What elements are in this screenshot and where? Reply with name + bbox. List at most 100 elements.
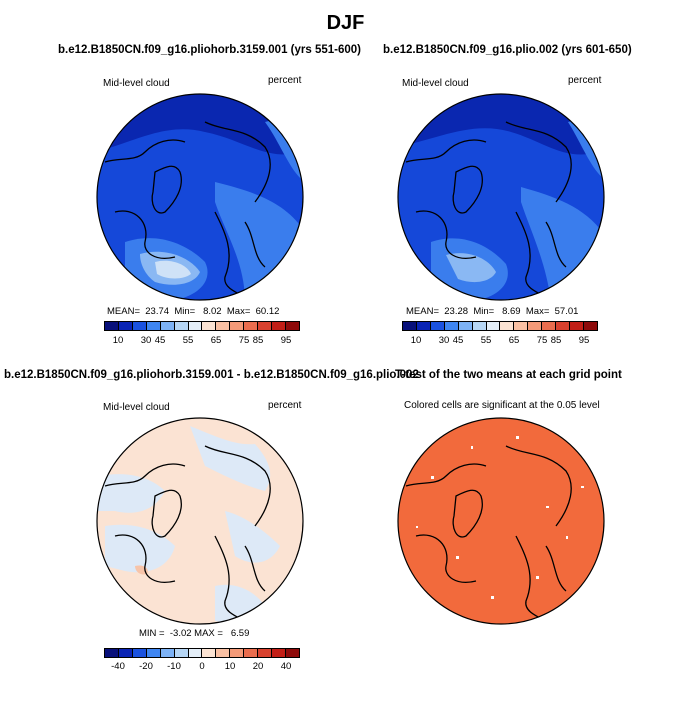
- colorbar-bottom-left-swatch: [160, 649, 175, 657]
- colorbar-bottom-left-swatch: [258, 649, 273, 657]
- colorbar-top-left-swatch: [174, 322, 189, 330]
- panel-bottom-left-title: b.e12.B1850CN.f09_g16.pliohorb.3159.001 …: [4, 369, 419, 381]
- map-top-right-coastlines: [405, 121, 572, 298]
- colorbar-bottom-left-swatch: [230, 649, 245, 657]
- map-bottom-right-coastlines: [405, 445, 572, 622]
- colorbar-top-left-tick-label: 65: [210, 335, 222, 346]
- colorbar-top-left-swatch: [118, 322, 133, 330]
- colorbar-bottom-left-tick-label: -20: [139, 661, 153, 672]
- colorbar-bottom-left-swatch: [244, 649, 259, 657]
- colorbar-top-left-tick-label: 10: [112, 335, 124, 346]
- colorbar-top-right-swatch: [430, 322, 445, 330]
- colorbar-bottom-left-tick-label: -40: [111, 661, 125, 672]
- panel-top-left-units: percent: [268, 75, 302, 86]
- map-top-left-coastlines: [104, 121, 271, 298]
- colorbar-top-left-swatch: [188, 322, 203, 330]
- map-bottom-right: [397, 417, 605, 625]
- colorbar-top-right-swatch: [542, 322, 557, 330]
- colorbar-top-left-swatch: [132, 322, 147, 330]
- panel-bottom-right-title: T-test of the two means at each grid poi…: [395, 369, 622, 381]
- colorbar-top-left-swatch: [244, 322, 259, 330]
- colorbar-top-left-swatch: [272, 322, 286, 330]
- colorbar-bottom-left-swatch: [216, 649, 231, 657]
- colorbar-bottom-left-swatch: [132, 649, 147, 657]
- panel-top-right-units: percent: [568, 75, 602, 86]
- colorbar-top-left-swatch: [202, 322, 217, 330]
- colorbar-bottom-left-swatch: [118, 649, 133, 657]
- colorbar-bottom-left-swatch: [202, 649, 217, 657]
- colorbar-bottom-left-tick-label: -10: [167, 661, 181, 672]
- colorbar-top-right-tick-label: 65: [508, 335, 520, 346]
- colorbar-bottom-left-swatch: [146, 649, 161, 657]
- colorbar-top-right-swatch: [583, 322, 597, 330]
- map-top-right: [397, 93, 605, 301]
- colorbar-top-right: [402, 321, 598, 331]
- colorbar-top-right-tick-label: 95: [578, 335, 590, 346]
- colorbar-top-right-tick-label: 85: [550, 335, 562, 346]
- colorbar-top-left-tick-label: 55: [182, 335, 194, 346]
- map-bottom-left-border: [96, 417, 304, 625]
- map-bottom-right-border: [397, 417, 605, 625]
- colorbar-top-right-swatch: [486, 322, 501, 330]
- colorbar-bottom-left-swatch: [105, 649, 119, 657]
- panel-top-left-stats: MEAN= 23.74 Min= 8.02 Max= 60.12: [107, 306, 280, 317]
- colorbar-top-right-tick-label: 45: [452, 335, 464, 346]
- panel-bottom-right-note: Colored cells are significant at the 0.0…: [404, 400, 600, 411]
- colorbar-top-left: [104, 321, 300, 331]
- colorbar-bottom-left-tick-label: 10: [224, 661, 236, 672]
- map-top-right-border: [397, 93, 605, 301]
- panel-top-right-variable: Mid-level cloud: [402, 78, 469, 89]
- colorbar-bottom-left-swatch: [188, 649, 203, 657]
- panel-top-right-title: b.e12.B1850CN.f09_g16.plio.002 (yrs 601-…: [383, 44, 632, 56]
- colorbar-bottom-left-swatch: [174, 649, 189, 657]
- colorbar-top-left-swatch: [230, 322, 245, 330]
- colorbar-top-left-swatch: [160, 322, 175, 330]
- colorbar-top-left-swatch: [258, 322, 273, 330]
- colorbar-bottom-left-swatch: [272, 649, 286, 657]
- colorbar-top-right-tick-label: 75: [536, 335, 548, 346]
- map-top-left-border: [96, 93, 304, 301]
- panel-bottom-left-variable: Mid-level cloud: [103, 402, 170, 413]
- colorbar-top-left-tick-label: 45: [154, 335, 166, 346]
- panel-top-left-title: b.e12.B1850CN.f09_g16.pliohorb.3159.001 …: [58, 44, 361, 56]
- colorbar-top-right-swatch: [556, 322, 571, 330]
- panel-top-right-stats: MEAN= 23.28 Min= 8.69 Max= 57.01: [406, 306, 579, 317]
- colorbar-bottom-left-tick-label: 0: [199, 661, 205, 672]
- colorbar-top-left-swatch: [146, 322, 161, 330]
- colorbar-top-right-swatch: [500, 322, 515, 330]
- colorbar-top-right-swatch: [403, 322, 417, 330]
- colorbar-top-left-swatch: [105, 322, 119, 330]
- panel-bottom-left-stats: MIN = -3.02 MAX = 6.59: [139, 628, 250, 639]
- colorbar-top-left-tick-label: 85: [252, 335, 264, 346]
- colorbar-top-right-tick-label: 30: [438, 335, 450, 346]
- colorbar-top-right-tick-label: 10: [410, 335, 422, 346]
- colorbar-top-right-swatch: [416, 322, 431, 330]
- colorbar-top-left-tick-label: 30: [140, 335, 152, 346]
- panel-bottom-left-units: percent: [268, 400, 302, 411]
- map-bottom-right-insignificant-cells: [416, 436, 584, 599]
- colorbar-top-right-swatch: [528, 322, 543, 330]
- colorbar-top-right-swatch: [444, 322, 459, 330]
- map-top-left: [96, 93, 304, 301]
- map-bottom-left-coastlines: [104, 445, 271, 622]
- colorbar-top-right-swatch: [570, 322, 584, 330]
- colorbar-top-left-swatch: [285, 322, 299, 330]
- panel-top-left-variable: Mid-level cloud: [103, 78, 170, 89]
- colorbar-top-right-swatch: [472, 322, 487, 330]
- colorbar-top-left-tick-label: 95: [280, 335, 292, 346]
- map-bottom-left: [96, 417, 304, 625]
- colorbar-top-right-tick-label: 55: [480, 335, 492, 346]
- figure-title: DJF: [326, 12, 365, 34]
- colorbar-top-right-ticks: 10 30 45 55 65 75 85 95: [402, 335, 598, 347]
- colorbar-bottom-left: [104, 648, 300, 658]
- colorbar-top-left-swatch: [216, 322, 231, 330]
- colorbar-top-right-swatch: [514, 322, 529, 330]
- colorbar-top-left-ticks: 10 30 45 55 65 75 85 95: [104, 335, 300, 347]
- map-bottom-right-disk: [398, 418, 604, 624]
- colorbar-top-right-swatch: [458, 322, 473, 330]
- colorbar-bottom-left-swatch: [285, 649, 299, 657]
- colorbar-bottom-left-ticks: -40 -20 -10 0 10 20 40: [104, 661, 300, 673]
- colorbar-bottom-left-tick-label: 40: [280, 661, 292, 672]
- colorbar-top-left-tick-label: 75: [238, 335, 250, 346]
- colorbar-bottom-left-tick-label: 20: [252, 661, 264, 672]
